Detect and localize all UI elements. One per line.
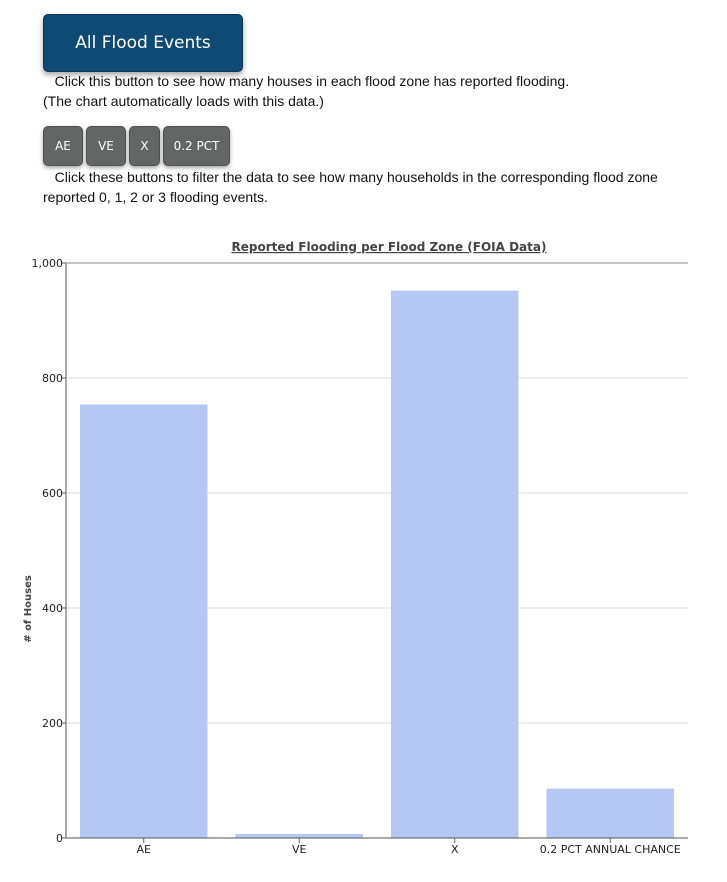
- filter-description-line-2: reported 0, 1, 2 or 3 flooding events.: [43, 189, 268, 205]
- chart-y-tick-label: 0: [56, 832, 63, 845]
- chart-bar[interactable]: [546, 788, 675, 838]
- filter-ve-button[interactable]: VE: [86, 126, 126, 166]
- chart-bar[interactable]: [391, 290, 519, 839]
- filter-0-2-pct-button[interactable]: 0.2 PCT: [163, 126, 230, 166]
- intro-line-1: Click this button to see how many houses…: [54, 73, 570, 89]
- chart-y-tick-label: 1,000: [32, 257, 64, 270]
- filter-ae-button[interactable]: AE: [43, 126, 83, 166]
- chart-y-tick-label: 200: [42, 717, 63, 730]
- chart-bars: [80, 290, 675, 839]
- flood-zone-bar-chart: 0 200 400 600 800 1,000 AE VE X 0.2 PCT ANNUAL C…: [23, 240, 688, 856]
- chart-x-ticks: AE VE X 0.2 PCT ANNUAL CHANCE: [137, 838, 681, 856]
- chart-x-tick-label: VE: [292, 843, 307, 856]
- intro-text: Click this button to see how many houses…: [43, 71, 683, 111]
- chart-y-ticks: 0 200 400 600 800 1,000: [32, 257, 66, 845]
- chart-bar[interactable]: [235, 833, 364, 838]
- chart-y-tick-label: 800: [42, 372, 63, 385]
- chart-axes: [65, 262, 688, 839]
- intro-line-2: (The chart automatically loads with this…: [43, 93, 324, 109]
- chart-bar[interactable]: [80, 404, 208, 838]
- filter-x-button[interactable]: X: [129, 126, 160, 166]
- chart-x-tick-label: X: [451, 843, 459, 856]
- chart-y-tick-label: 600: [42, 487, 63, 500]
- chart-x-tick-label: AE: [137, 843, 152, 856]
- filter-description-line-1: Click these buttons to filter the data t…: [54, 169, 658, 185]
- chart-y-axis-label: # of Houses: [23, 575, 34, 643]
- chart-x-tick-label: 0.2 PCT ANNUAL CHANCE: [540, 843, 681, 856]
- all-flood-events-button[interactable]: All Flood Events: [43, 14, 243, 72]
- chart-y-tick-label: 400: [42, 602, 63, 615]
- filter-button-group: AE VE X 0.2 PCT: [43, 126, 230, 166]
- chart-title: Reported Flooding per Flood Zone (FOIA D…: [232, 240, 547, 254]
- filter-description: Click these buttons to filter the data t…: [43, 167, 693, 207]
